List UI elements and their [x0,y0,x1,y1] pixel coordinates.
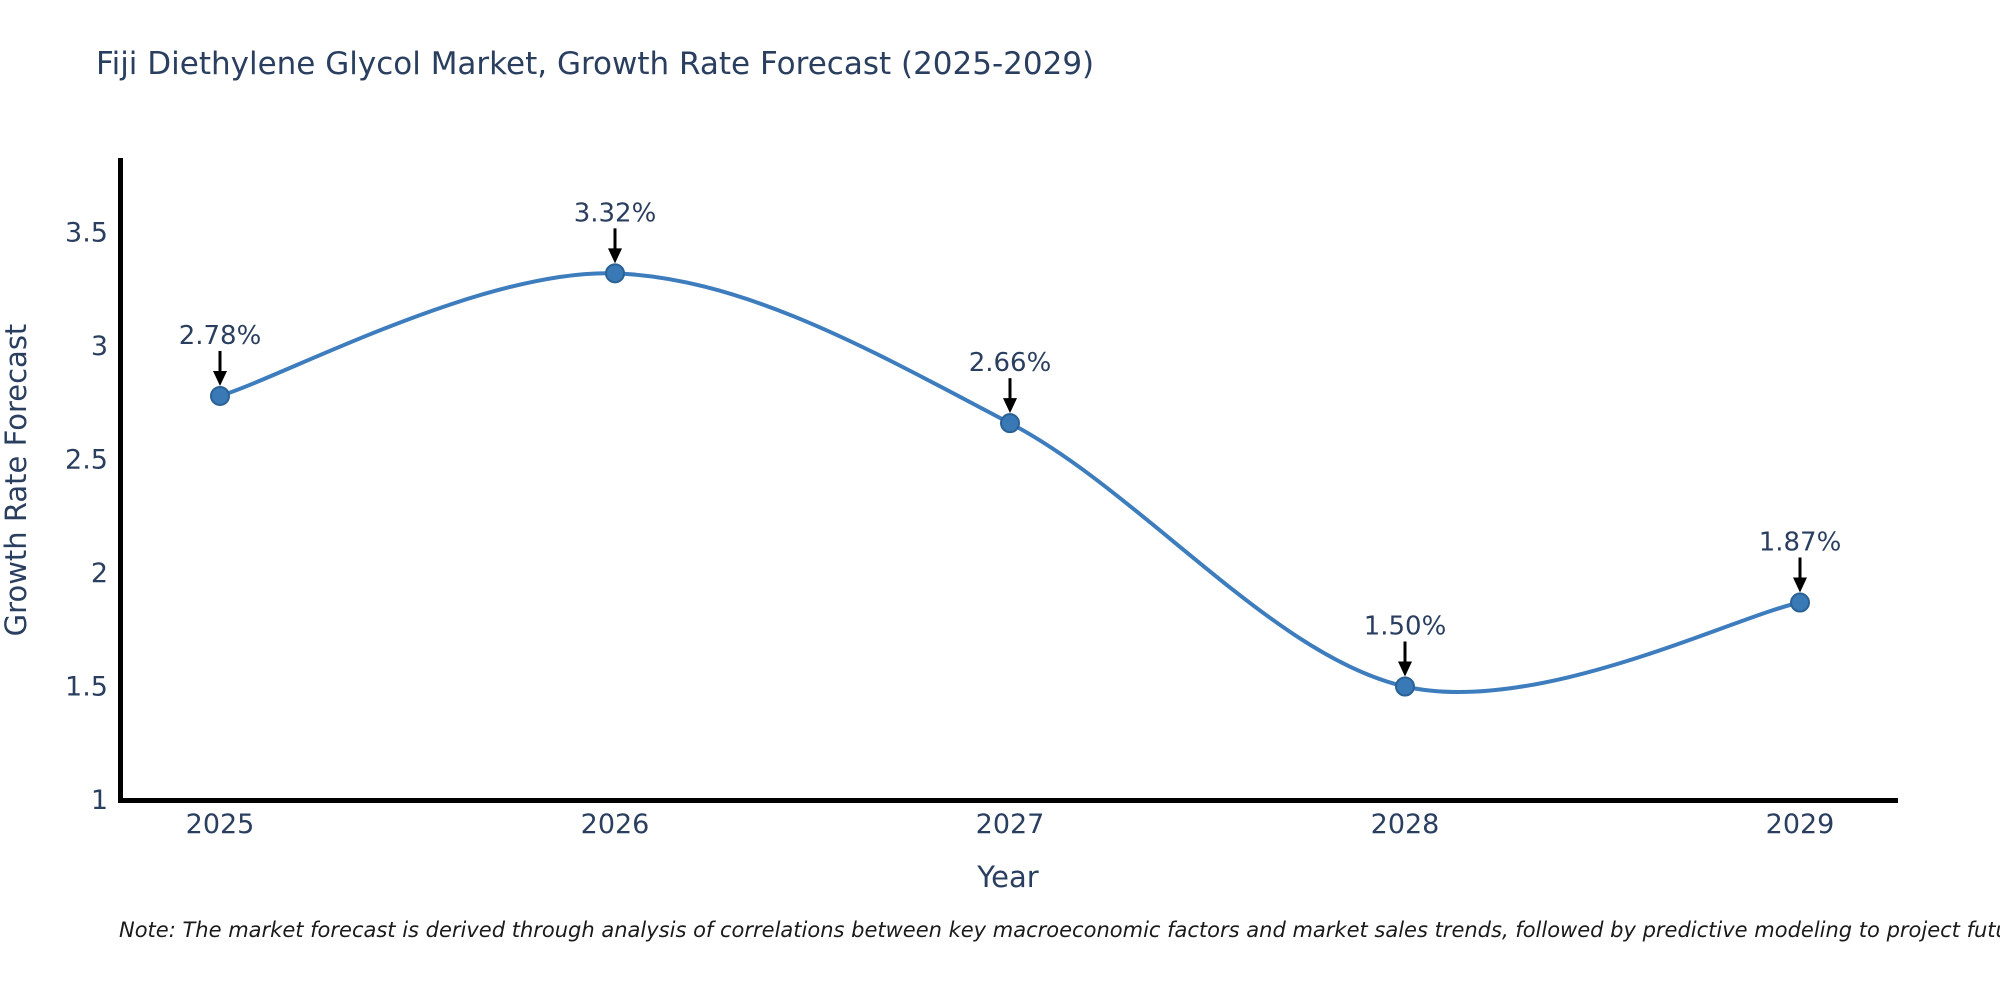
annotation-arrowhead-icon [1003,398,1017,414]
point-label: 3.32% [574,198,657,228]
x-tick-label: 2027 [976,809,1045,840]
point-label: 1.87% [1759,528,1842,558]
annotation-arrowhead-icon [608,248,622,264]
annotation-arrowhead-icon [1398,661,1412,677]
x-tick-label: 2026 [581,809,650,840]
footnote: Note: The market forecast is derived thr… [119,918,2000,942]
y-axis-title: Growth Rate Forecast [0,324,33,637]
y-axis-spine [118,158,123,803]
x-tick-label: 2025 [186,809,255,840]
x-axis-spine [118,798,1898,803]
annotation-arrowhead-icon [1793,577,1807,593]
data-point [1000,413,1020,434]
y-tick-label: 3.5 [65,218,108,249]
annotation-arrowhead-icon [213,370,227,386]
data-point [210,385,230,406]
y-tick-label: 1 [91,785,108,816]
y-tick-label: 2 [91,558,108,589]
point-label: 2.78% [179,321,262,351]
chart-title: Fiji Diethylene Glycol Market, Growth Ra… [96,46,1095,82]
x-tick-label: 2029 [1766,809,1835,840]
x-axis-title: Year [976,860,1038,894]
x-tick-label: 2028 [1371,809,1440,840]
y-tick-label: 2.5 [65,445,108,476]
line-series [218,271,1802,694]
point-label: 2.66% [969,348,1052,378]
data-point [1790,592,1810,613]
data-point [1395,676,1415,697]
point-label: 1.50% [1364,612,1447,642]
y-tick-label: 1.5 [65,672,108,703]
data-point [605,263,625,284]
y-tick-label: 3 [91,331,108,362]
